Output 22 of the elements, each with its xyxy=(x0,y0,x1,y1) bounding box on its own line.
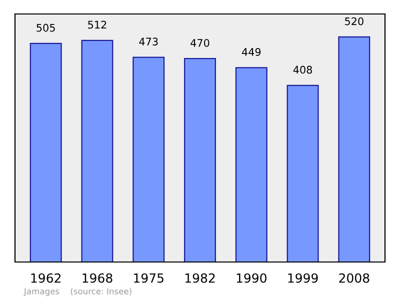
x-tick-label: 1975 xyxy=(134,273,164,283)
x-tick-label: 1962 xyxy=(31,273,60,283)
x-tick-label: 1999 xyxy=(288,273,318,283)
bar xyxy=(184,58,216,262)
bar xyxy=(81,40,114,262)
text: Jamages (source: Insee) xyxy=(24,288,132,296)
x-tick-label: 1968 xyxy=(82,273,112,283)
x-tick-label: 1982 xyxy=(185,273,215,283)
bar xyxy=(132,56,165,262)
data-label: 408 xyxy=(293,66,312,74)
data-label: 512 xyxy=(88,20,106,29)
bar xyxy=(338,36,370,262)
bar xyxy=(235,67,268,262)
bar xyxy=(30,42,62,262)
bar xyxy=(286,84,319,262)
data-label: 473 xyxy=(139,38,158,46)
data-label: 470 xyxy=(190,38,210,47)
x-tick-label: 1990 xyxy=(236,273,266,283)
x-tick-label: 2008 xyxy=(339,273,370,283)
data-label: 520 xyxy=(345,17,364,26)
data-label: 505 xyxy=(36,24,55,32)
data-label: 449 xyxy=(242,48,261,56)
